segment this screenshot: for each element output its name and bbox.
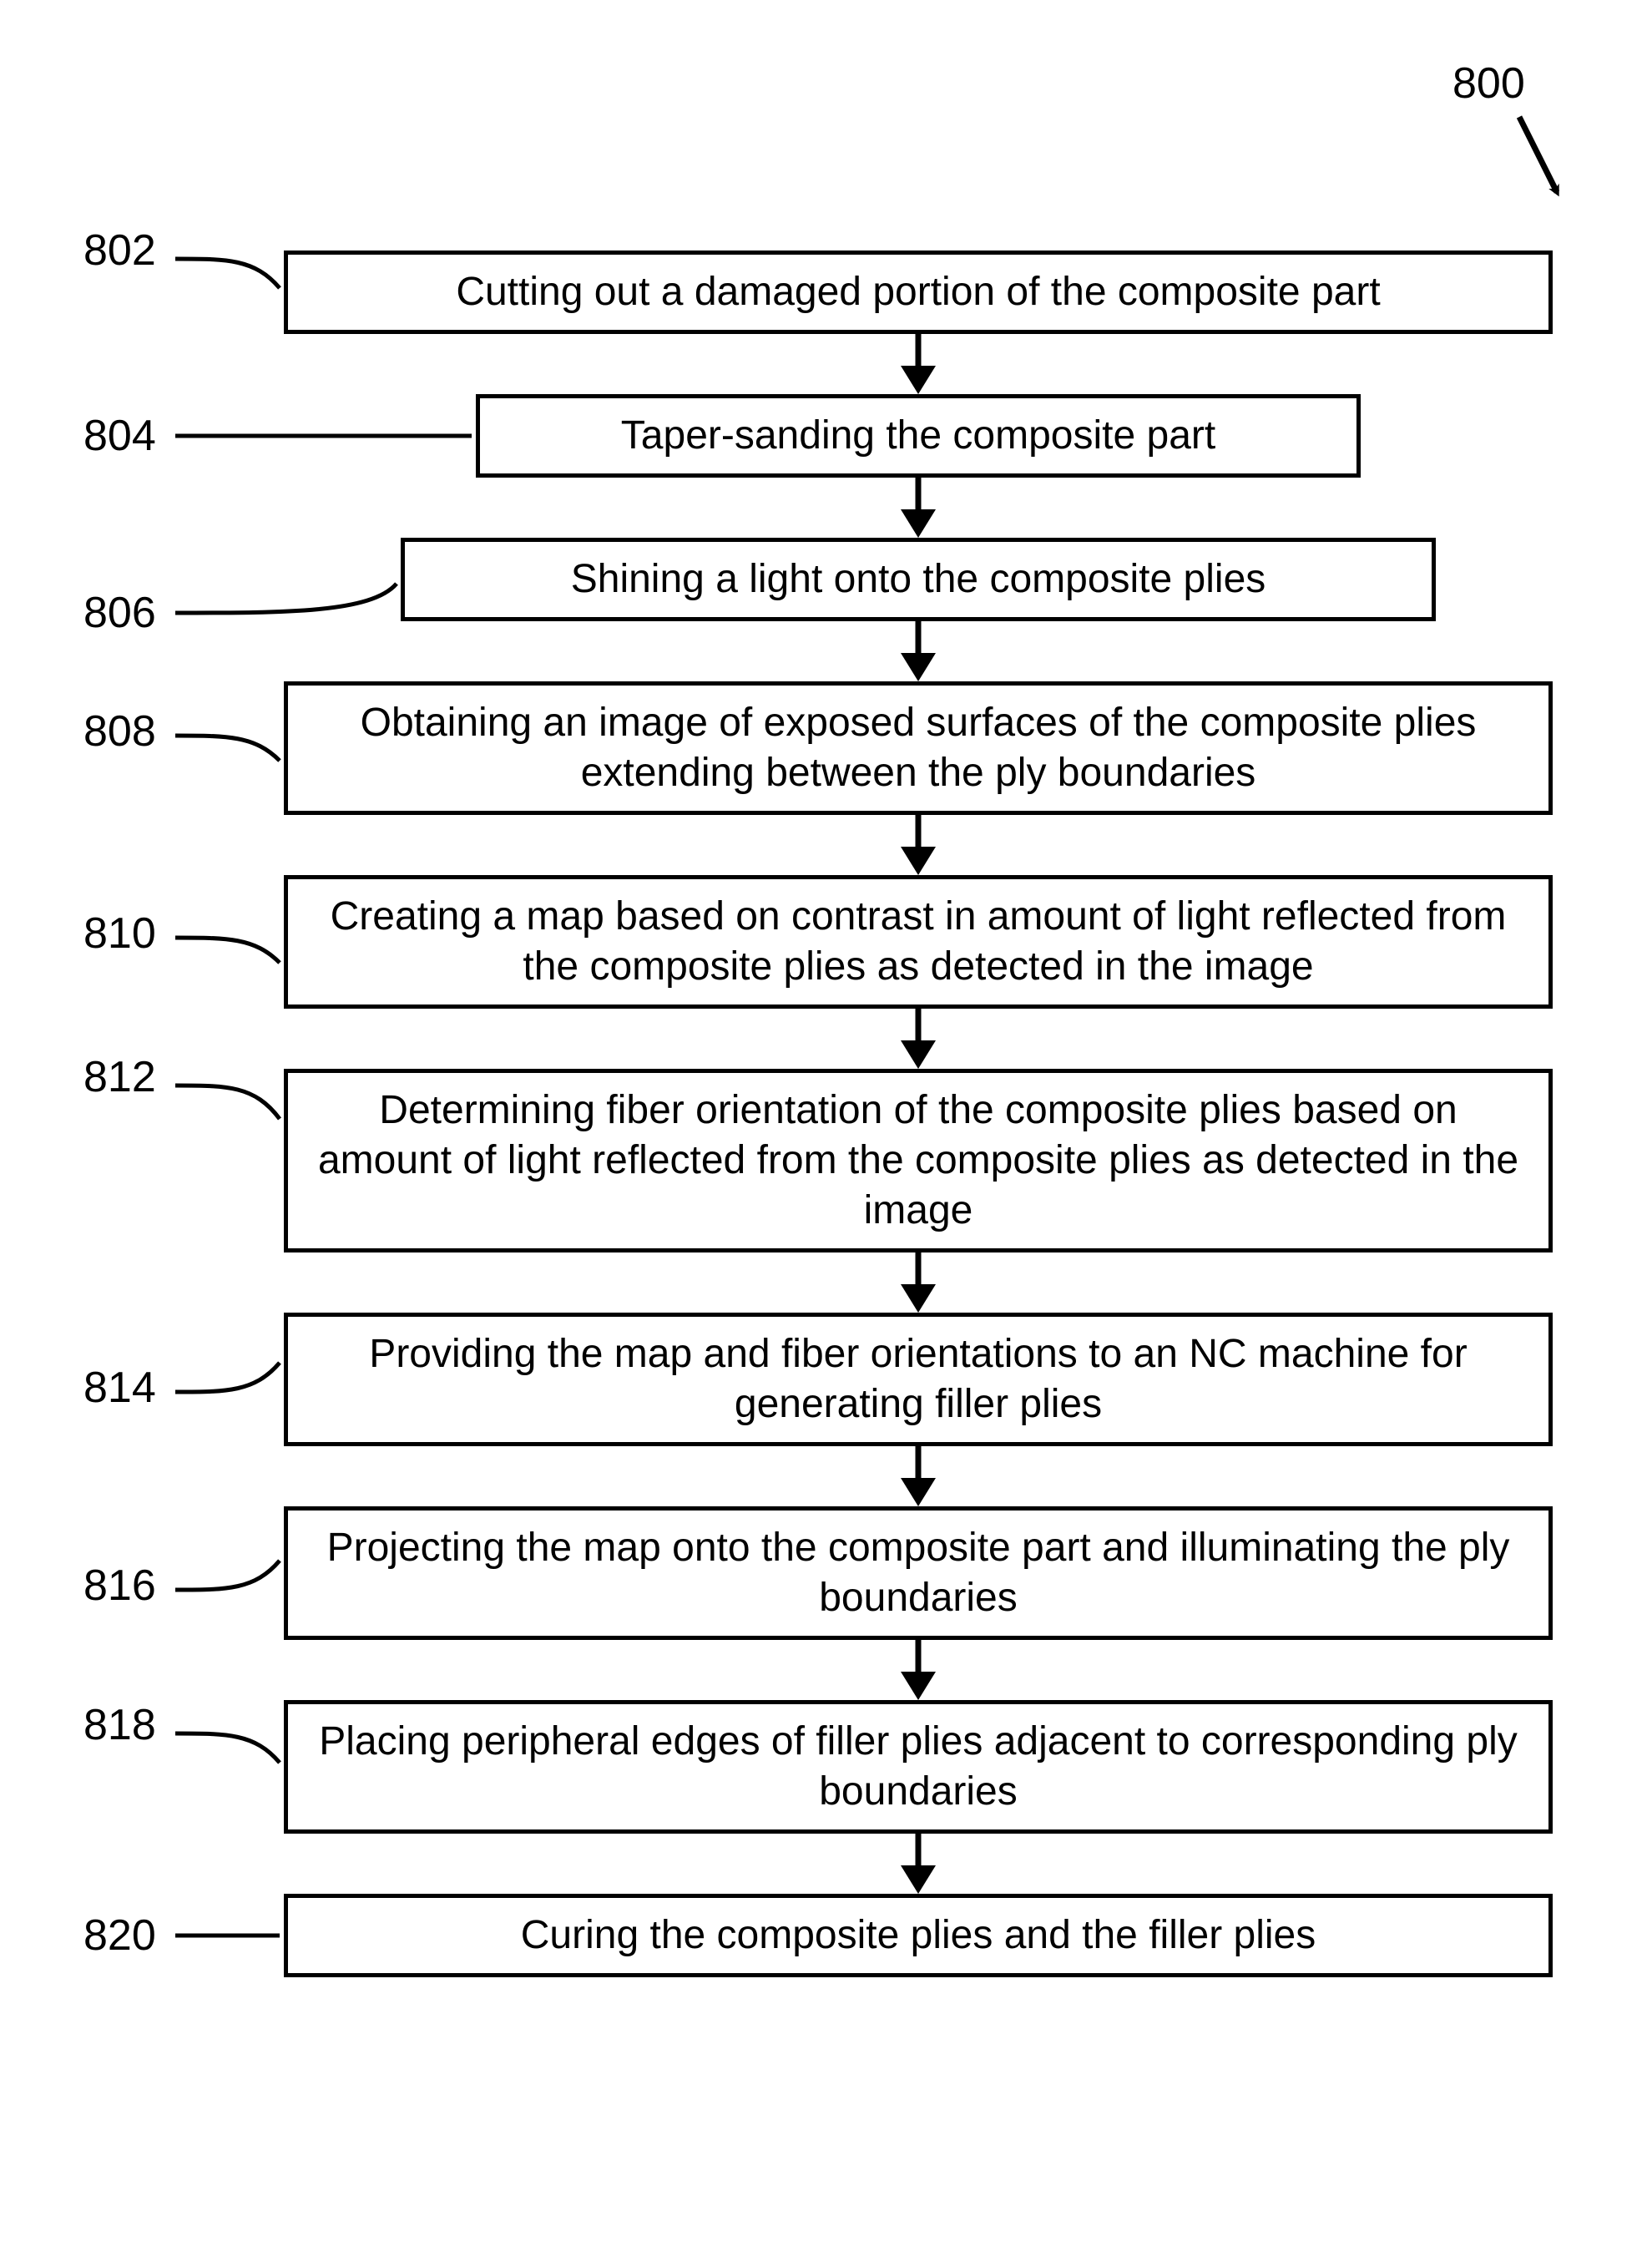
step-box: Projecting the map onto the composite pa…	[284, 1506, 1553, 1640]
step-box: Obtaining an image of exposed surfaces o…	[284, 681, 1553, 815]
step-number-label: 818	[83, 1700, 156, 1750]
diagram-number: 800	[1452, 58, 1525, 109]
step-number-label: 820	[83, 1910, 156, 1961]
step-number-label: 816	[83, 1561, 156, 1611]
flow-arrow	[284, 1640, 1553, 1700]
step-text: Taper-sanding the composite part	[621, 411, 1215, 461]
step-leader-line	[167, 1077, 288, 1127]
flow-step: 808Obtaining an image of exposed surface…	[284, 681, 1553, 815]
step-text: Placing peripheral edges of filler plies…	[313, 1717, 1523, 1817]
flow-step: 804Taper-sanding the composite part	[284, 394, 1553, 478]
step-box: Shining a light onto the composite plies	[401, 538, 1436, 621]
step-box: Taper-sanding the composite part	[476, 394, 1361, 478]
step-text: Shining a light onto the composite plies	[571, 554, 1266, 605]
flow-step: 814Providing the map and fiber orientati…	[284, 1313, 1553, 1446]
flowchart-container: 802Cutting out a damaged portion of the …	[284, 250, 1553, 1977]
flow-arrow	[284, 1009, 1553, 1069]
step-number-label: 814	[83, 1363, 156, 1413]
flow-step: 810Creating a map based on contrast in a…	[284, 875, 1553, 1009]
flow-arrow	[284, 815, 1553, 875]
step-text: Determining fiber orientation of the com…	[313, 1085, 1523, 1236]
step-box: Providing the map and fiber orientations…	[284, 1313, 1553, 1446]
step-number-label: 802	[83, 225, 156, 276]
flow-arrow	[284, 478, 1553, 538]
flow-arrow	[284, 621, 1553, 681]
step-leader-line	[167, 575, 405, 621]
step-number-label: 812	[83, 1052, 156, 1102]
step-text: Curing the composite plies and the fille…	[521, 1910, 1316, 1961]
flow-arrow	[284, 1252, 1553, 1313]
step-box: Placing peripheral edges of filler plies…	[284, 1700, 1553, 1834]
flow-step: 806Shining a light onto the composite pl…	[284, 538, 1553, 621]
step-leader-line	[167, 1354, 288, 1400]
flow-step: 820Curing the composite plies and the fi…	[284, 1894, 1553, 1977]
step-text: Providing the map and fiber orientations…	[313, 1329, 1523, 1430]
step-leader-line	[167, 929, 288, 971]
step-number-label: 806	[83, 588, 156, 638]
step-box: Determining fiber orientation of the com…	[284, 1069, 1553, 1252]
step-leader-line	[167, 428, 480, 444]
flow-arrow	[284, 334, 1553, 394]
step-text: Cutting out a damaged portion of the com…	[456, 267, 1380, 317]
step-box: Curing the composite plies and the fille…	[284, 1894, 1553, 1977]
step-text: Projecting the map onto the composite pa…	[313, 1523, 1523, 1623]
step-text: Creating a map based on contrast in amou…	[313, 892, 1523, 992]
step-box: Creating a map based on contrast in amou…	[284, 875, 1553, 1009]
step-leader-line	[167, 1725, 288, 1771]
flow-arrow	[284, 1834, 1553, 1894]
step-leader-line	[167, 1552, 288, 1598]
flow-arrow	[284, 1446, 1553, 1506]
step-box: Cutting out a damaged portion of the com…	[284, 250, 1553, 334]
step-number-label: 808	[83, 706, 156, 757]
step-leader-line	[167, 1927, 288, 1944]
diagram-number-arrow	[1503, 109, 1603, 225]
step-text: Obtaining an image of exposed surfaces o…	[313, 698, 1523, 798]
step-leader-line	[167, 250, 288, 296]
step-number-label: 810	[83, 908, 156, 959]
step-leader-line	[167, 727, 288, 769]
flow-step: 802Cutting out a damaged portion of the …	[284, 250, 1553, 334]
step-number-label: 804	[83, 411, 156, 461]
flow-step: 812Determining fiber orientation of the …	[284, 1069, 1553, 1252]
flow-step: 816Projecting the map onto the composite…	[284, 1506, 1553, 1640]
flow-step: 818Placing peripheral edges of filler pl…	[284, 1700, 1553, 1834]
